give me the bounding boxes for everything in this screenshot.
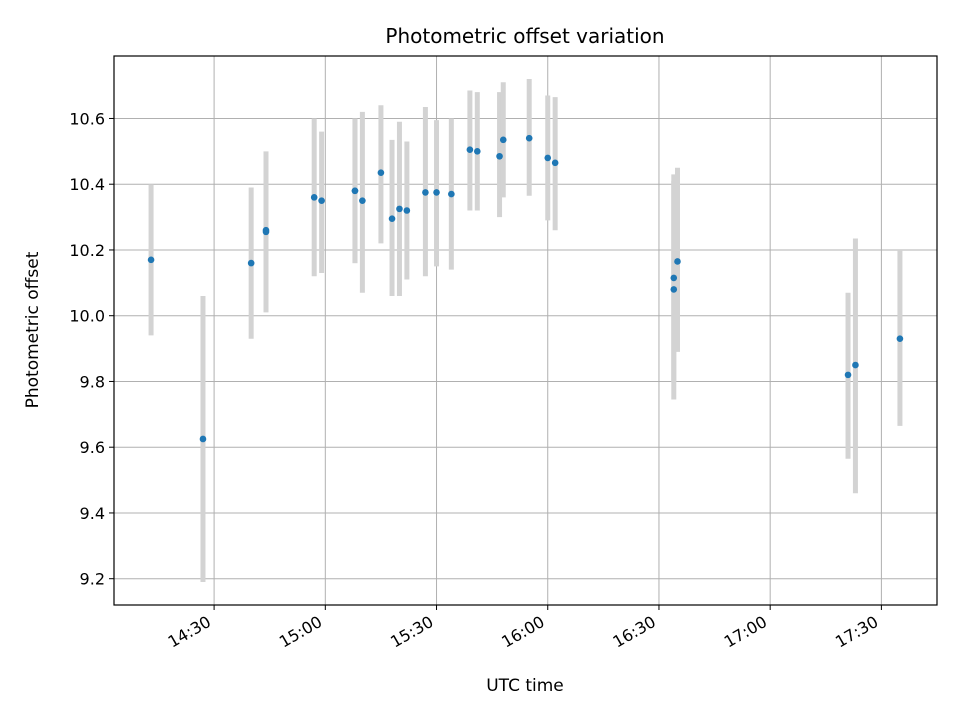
data-point bbox=[359, 197, 366, 204]
data-point bbox=[525, 134, 533, 142]
data-point bbox=[247, 259, 255, 267]
y-tick-label: 9.8 bbox=[80, 372, 105, 391]
data-point bbox=[199, 435, 207, 443]
data-point bbox=[351, 187, 359, 195]
data-point bbox=[433, 189, 440, 196]
x-tick-label: 15:30 bbox=[387, 612, 436, 652]
y-tick-label: 9.4 bbox=[80, 504, 105, 523]
data-point bbox=[499, 136, 507, 144]
data-point bbox=[262, 228, 270, 236]
data-point bbox=[852, 361, 859, 369]
data-point bbox=[396, 205, 403, 213]
y-axis-label: Photometric offset bbox=[23, 251, 43, 408]
data-point bbox=[896, 335, 904, 343]
x-tick-label: 14:30 bbox=[165, 612, 214, 652]
data-point bbox=[844, 371, 852, 379]
data-point bbox=[310, 194, 318, 201]
data-point bbox=[318, 197, 325, 204]
chart-title: Photometric offset variation bbox=[385, 24, 664, 48]
data-point bbox=[388, 215, 396, 223]
y-tick-label: 10.4 bbox=[69, 175, 105, 194]
x-tick-label: 15:00 bbox=[276, 612, 325, 652]
x-tick-label: 17:30 bbox=[832, 612, 881, 652]
data-point bbox=[670, 274, 678, 282]
x-axis-label: UTC time bbox=[486, 676, 564, 696]
data-point bbox=[147, 256, 155, 264]
error-bars bbox=[148, 79, 903, 582]
data-point bbox=[403, 207, 411, 214]
y-tick-label: 9.6 bbox=[80, 438, 105, 457]
data-point bbox=[496, 152, 503, 160]
data-point bbox=[474, 148, 481, 155]
x-axis-ticks: 14:30 15:00 15:30 16:00 16:30 17:00 17:30 bbox=[165, 605, 882, 652]
data-point bbox=[674, 258, 681, 265]
x-tick-label: 16:30 bbox=[610, 612, 659, 652]
data-point bbox=[551, 159, 559, 167]
data-point bbox=[544, 154, 552, 162]
y-tick-label: 10.2 bbox=[69, 241, 105, 260]
data-point bbox=[448, 190, 455, 198]
data-point bbox=[422, 189, 429, 196]
y-tick-label: 10.0 bbox=[69, 307, 105, 326]
data-point bbox=[466, 146, 474, 153]
data-points bbox=[147, 134, 904, 443]
grid-lines bbox=[114, 56, 937, 605]
x-tick-label: 17:00 bbox=[721, 612, 770, 652]
data-point bbox=[670, 286, 678, 293]
x-tick-label: 16:00 bbox=[498, 612, 547, 652]
y-tick-label: 9.2 bbox=[80, 570, 105, 589]
y-tick-label: 10.6 bbox=[69, 109, 105, 128]
y-axis-ticks: 9.2 9.4 9.6 9.8 10.0 10.2 10.4 10.6 bbox=[69, 109, 114, 589]
data-point bbox=[377, 169, 385, 177]
plot-frame bbox=[113, 55, 938, 606]
